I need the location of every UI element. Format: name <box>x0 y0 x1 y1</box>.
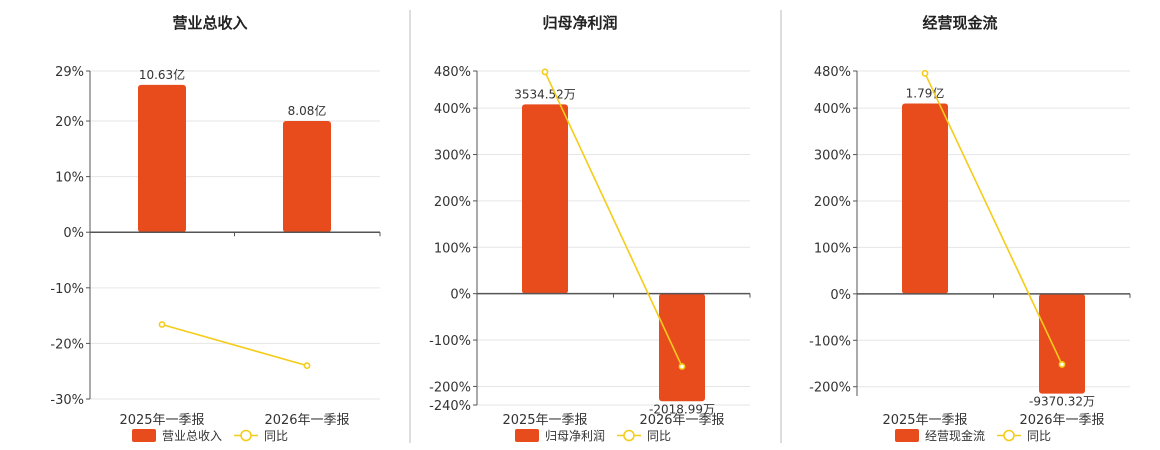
legend-bar-label: 经营现金流 <box>925 428 985 443</box>
yoy-line <box>161 323 308 367</box>
legend-line-marker <box>240 429 252 442</box>
y-tick-label: 200% <box>814 195 851 210</box>
y-tick-label: 200% <box>434 195 471 210</box>
yoy-point <box>921 69 929 77</box>
yoy-point <box>303 362 311 370</box>
yoy-line <box>544 71 683 367</box>
yoy-point <box>1058 361 1066 368</box>
legend-bar-label: 归母净利润 <box>545 429 605 443</box>
y-tick-label: 480% <box>434 65 471 80</box>
y-tick-label: 0% <box>830 288 851 303</box>
y-tick-label: -100% <box>809 334 851 349</box>
y-tick-label: 100% <box>814 241 851 256</box>
bar-data-label: 10.63亿 <box>139 67 185 82</box>
y-tick-label: 400% <box>814 102 851 117</box>
bar <box>138 84 186 233</box>
x-category-label: 2025年一季报 <box>502 413 587 428</box>
y-tick-label: 400% <box>434 102 471 117</box>
y-tick-label: 20% <box>55 115 84 130</box>
y-tick-label: -200% <box>809 381 851 396</box>
bar <box>902 103 948 294</box>
chart-panel-2: 归母净利润 480% 400% 300% 200% 100% 0% -100% -200% -24… <box>429 14 751 443</box>
y-tick-label: -200% <box>429 380 471 395</box>
y-tick-label: -30% <box>50 393 84 408</box>
y-tick-label: -240% <box>429 399 471 414</box>
legend-line-label: 同比 <box>647 429 671 443</box>
x-category-label: 2026年一季报 <box>1019 413 1104 428</box>
chart-title: 归母净利润 <box>542 14 617 32</box>
bar <box>522 104 568 294</box>
x-category-label: 2025年一季报 <box>119 413 204 428</box>
y-tick-label: 0% <box>450 288 471 303</box>
chart-panel-1: 营业总收入 29% 20% 10% 0% -10% -20% -30% 10.63亿 8.08亿 2… <box>50 14 381 443</box>
y-tick-label: 300% <box>434 149 471 164</box>
x-category-label: 2026年一季报 <box>264 413 349 428</box>
y-tick-label: 10% <box>55 171 84 186</box>
yoy-line <box>924 72 1063 365</box>
bar <box>1039 293 1085 394</box>
legend-line-label: 同比 <box>1027 429 1051 443</box>
bar-data-label: -2018.99万 <box>649 402 715 416</box>
legend-line-label: 同比 <box>264 429 288 443</box>
yoy-point <box>678 363 686 370</box>
bar-data-label: 3534.52万 <box>514 87 576 101</box>
x-category-label: 2026年一季报 <box>639 413 724 428</box>
yoy-point <box>158 321 166 328</box>
bar-data-label: 1.79亿 <box>906 86 945 101</box>
yoy-point <box>541 68 549 76</box>
y-tick-label: 300% <box>814 149 851 164</box>
legend-line-marker <box>623 429 635 442</box>
y-tick-label: 0% <box>63 226 84 241</box>
bar-data-label: 8.08亿 <box>288 103 327 118</box>
y-tick-label: 29% <box>55 65 84 80</box>
y-tick-label: -20% <box>50 337 84 352</box>
bar <box>659 293 705 402</box>
y-tick-label: -100% <box>429 334 471 349</box>
y-tick-label: 480% <box>814 65 851 80</box>
chart-panel-3: 经营现金流 480% 400% 300% 200% 100% 0% -100% -200% 1.7… <box>809 14 1131 443</box>
chart-title: 经营现金流 <box>922 14 997 32</box>
legend-bar-swatch <box>515 429 539 442</box>
chart-title: 营业总收入 <box>172 14 247 32</box>
legend-bar-label: 营业总收入 <box>162 429 222 443</box>
legend-bar-swatch <box>895 429 919 442</box>
y-tick-label: 100% <box>434 241 471 256</box>
bar-data-label: -9370.32万 <box>1029 395 1095 409</box>
bar <box>283 121 331 233</box>
x-category-label: 2025年一季报 <box>882 413 967 428</box>
legend-bar-swatch <box>132 429 156 442</box>
legend-line-marker <box>1003 429 1015 442</box>
y-tick-label: -10% <box>50 282 84 297</box>
